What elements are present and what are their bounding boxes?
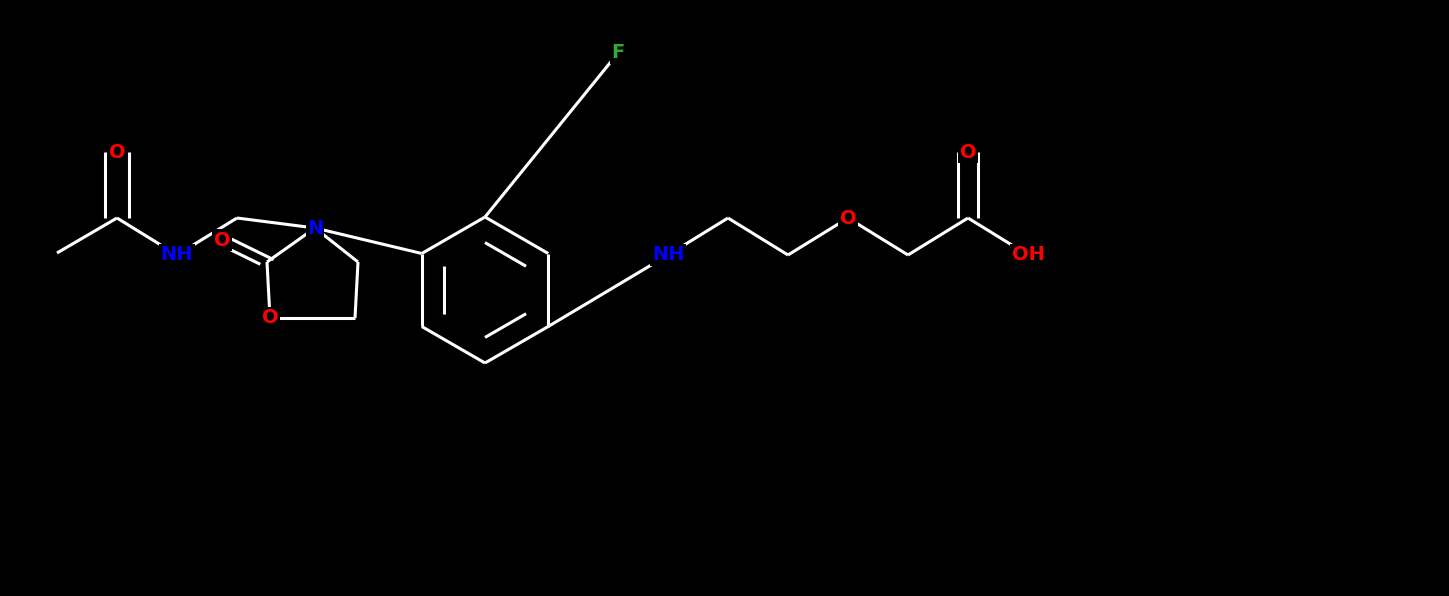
Text: F: F xyxy=(611,44,625,63)
Text: NH: NH xyxy=(652,246,684,265)
Text: O: O xyxy=(262,309,278,327)
Text: N: N xyxy=(307,219,323,237)
Text: NH: NH xyxy=(161,246,193,265)
Text: O: O xyxy=(213,231,230,250)
Text: OH: OH xyxy=(1011,246,1045,265)
Text: O: O xyxy=(959,142,977,162)
Text: O: O xyxy=(109,142,125,162)
Text: O: O xyxy=(839,209,856,228)
